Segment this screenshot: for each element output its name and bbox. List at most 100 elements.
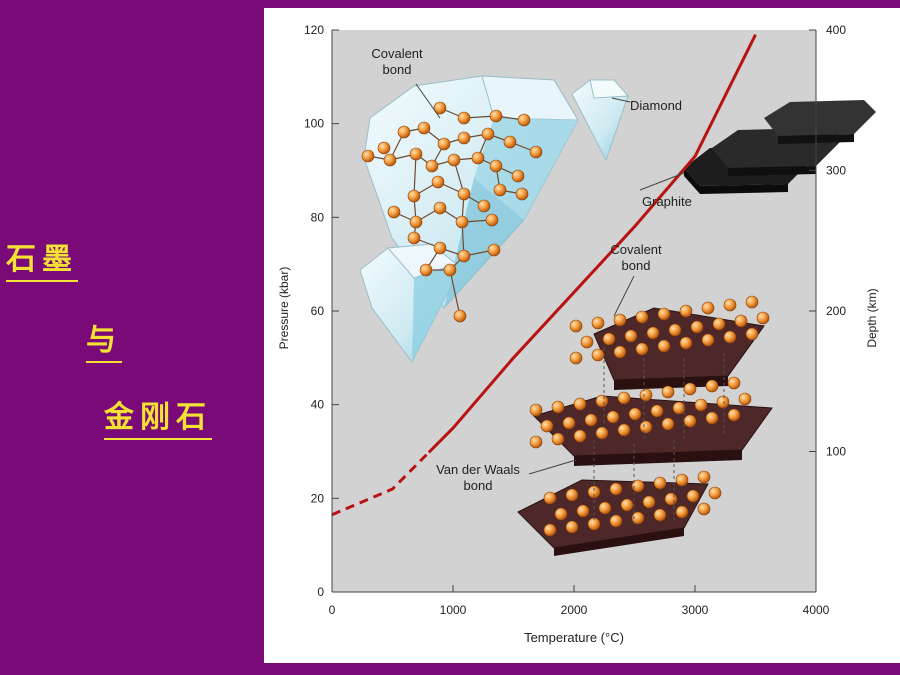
carbon-atom bbox=[697, 502, 711, 516]
carbon-atom bbox=[620, 498, 634, 512]
depth-tick-label: 200 bbox=[826, 304, 846, 318]
carbon-atom bbox=[679, 304, 693, 318]
carbon-atom bbox=[598, 501, 612, 515]
carbon-atom bbox=[487, 243, 501, 257]
pressure-tick-label: 20 bbox=[311, 491, 325, 505]
graphite-label: Graphite bbox=[642, 194, 692, 209]
carbon-atom bbox=[701, 333, 715, 347]
carbon-atom bbox=[584, 413, 598, 427]
pressure-tick-label: 100 bbox=[304, 117, 324, 131]
carbon-atom bbox=[635, 310, 649, 324]
carbon-atom bbox=[657, 339, 671, 353]
carbon-atom bbox=[723, 330, 737, 344]
carbon-atom bbox=[694, 398, 708, 412]
temperature-tick-label: 4000 bbox=[803, 603, 830, 617]
carbon-atom bbox=[606, 410, 620, 424]
carbon-atom bbox=[708, 486, 722, 500]
carbon-atom bbox=[551, 432, 565, 446]
carbon-atom bbox=[668, 323, 682, 337]
diamond-bond bbox=[449, 269, 461, 317]
carbon-atom bbox=[686, 489, 700, 503]
carbon-atom bbox=[595, 394, 609, 408]
carbon-atom bbox=[383, 153, 397, 167]
carbon-atom bbox=[493, 183, 507, 197]
carbon-atom bbox=[471, 151, 485, 165]
title-graphite: 石墨 bbox=[6, 242, 78, 282]
carbon-atom bbox=[529, 145, 543, 159]
carbon-atom bbox=[727, 408, 741, 422]
vdw-label-1: Van der Waals bbox=[436, 462, 520, 477]
temperature-tick-label: 2000 bbox=[561, 603, 588, 617]
carbon-atom bbox=[515, 187, 529, 201]
carbon-atom bbox=[565, 520, 579, 534]
covalent-bond-top-label-1: Covalent bbox=[371, 46, 423, 61]
carbon-atom bbox=[591, 316, 605, 330]
carbon-atom bbox=[425, 159, 439, 173]
carbon-atom bbox=[540, 419, 554, 433]
carbon-atom bbox=[587, 485, 601, 499]
carbon-atom bbox=[543, 491, 557, 505]
phase-boundary-solid bbox=[427, 34, 757, 454]
pressure-axis-label: Pressure (kbar) bbox=[277, 267, 291, 350]
carbon-atom bbox=[675, 505, 689, 519]
carbon-atom bbox=[705, 411, 719, 425]
carbon-atom bbox=[631, 479, 645, 493]
carbon-atom bbox=[705, 379, 719, 393]
carbon-atom bbox=[573, 429, 587, 443]
carbon-atom bbox=[613, 313, 627, 327]
carbon-atom bbox=[602, 332, 616, 346]
carbon-atom bbox=[734, 314, 748, 328]
carbon-atom bbox=[419, 263, 433, 277]
carbon-atom bbox=[489, 109, 503, 123]
carbon-atom bbox=[409, 215, 423, 229]
pressure-tick-label: 0 bbox=[317, 585, 324, 599]
diamond-label: Diamond bbox=[630, 98, 682, 113]
carbon-atom bbox=[738, 392, 752, 406]
carbon-atom bbox=[576, 504, 590, 518]
carbon-atom bbox=[675, 473, 689, 487]
carbon-atom bbox=[683, 414, 697, 428]
carbon-atom bbox=[745, 327, 759, 341]
carbon-atom bbox=[664, 492, 678, 506]
diamond-lattice bbox=[361, 101, 543, 323]
carbon-atom bbox=[569, 351, 583, 365]
carbon-atom bbox=[661, 385, 675, 399]
carbon-atom bbox=[551, 400, 565, 414]
pressure-tick-label: 80 bbox=[311, 210, 325, 224]
carbon-atom bbox=[617, 423, 631, 437]
carbon-atom bbox=[517, 113, 531, 127]
carbon-atom bbox=[443, 263, 457, 277]
carbon-atom bbox=[387, 205, 401, 219]
carbon-atom bbox=[569, 319, 583, 333]
carbon-atom bbox=[562, 416, 576, 430]
carbon-atom bbox=[595, 426, 609, 440]
temperature-tick-label: 1000 bbox=[440, 603, 467, 617]
carbon-atom bbox=[657, 307, 671, 321]
carbon-atom bbox=[377, 141, 391, 155]
carbon-atom bbox=[554, 507, 568, 521]
carbon-atom bbox=[433, 101, 447, 115]
graphite-icon bbox=[684, 100, 876, 194]
title-diamond: 金刚石 bbox=[104, 400, 212, 440]
leader-lines bbox=[415, 83, 685, 475]
graphite-lattice bbox=[517, 295, 773, 556]
carbon-atom bbox=[716, 395, 730, 409]
carbon-atom bbox=[481, 127, 495, 141]
carbon-atom bbox=[639, 420, 653, 434]
diamond-icon bbox=[571, 79, 630, 162]
carbon-atom bbox=[433, 201, 447, 215]
carbon-atom bbox=[477, 199, 491, 213]
covalent-bond-top-label-2: bond bbox=[383, 62, 412, 77]
carbon-atom bbox=[661, 417, 675, 431]
carbon-atom bbox=[745, 295, 759, 309]
carbon-atom bbox=[591, 348, 605, 362]
carbon-atom bbox=[457, 187, 471, 201]
pressure-tick-label: 40 bbox=[311, 398, 325, 412]
pressure-tick-label: 60 bbox=[311, 304, 325, 318]
phase-boundary-dashed bbox=[331, 451, 430, 517]
carbon-atom bbox=[431, 175, 445, 189]
carbon-atom bbox=[511, 169, 525, 183]
carbon-atom bbox=[489, 159, 503, 173]
phase-diagram: 0 20 40 60 80 100 120 100 200 300 400 0 1000 2000 30… bbox=[277, 23, 879, 645]
carbon-atom bbox=[407, 189, 421, 203]
